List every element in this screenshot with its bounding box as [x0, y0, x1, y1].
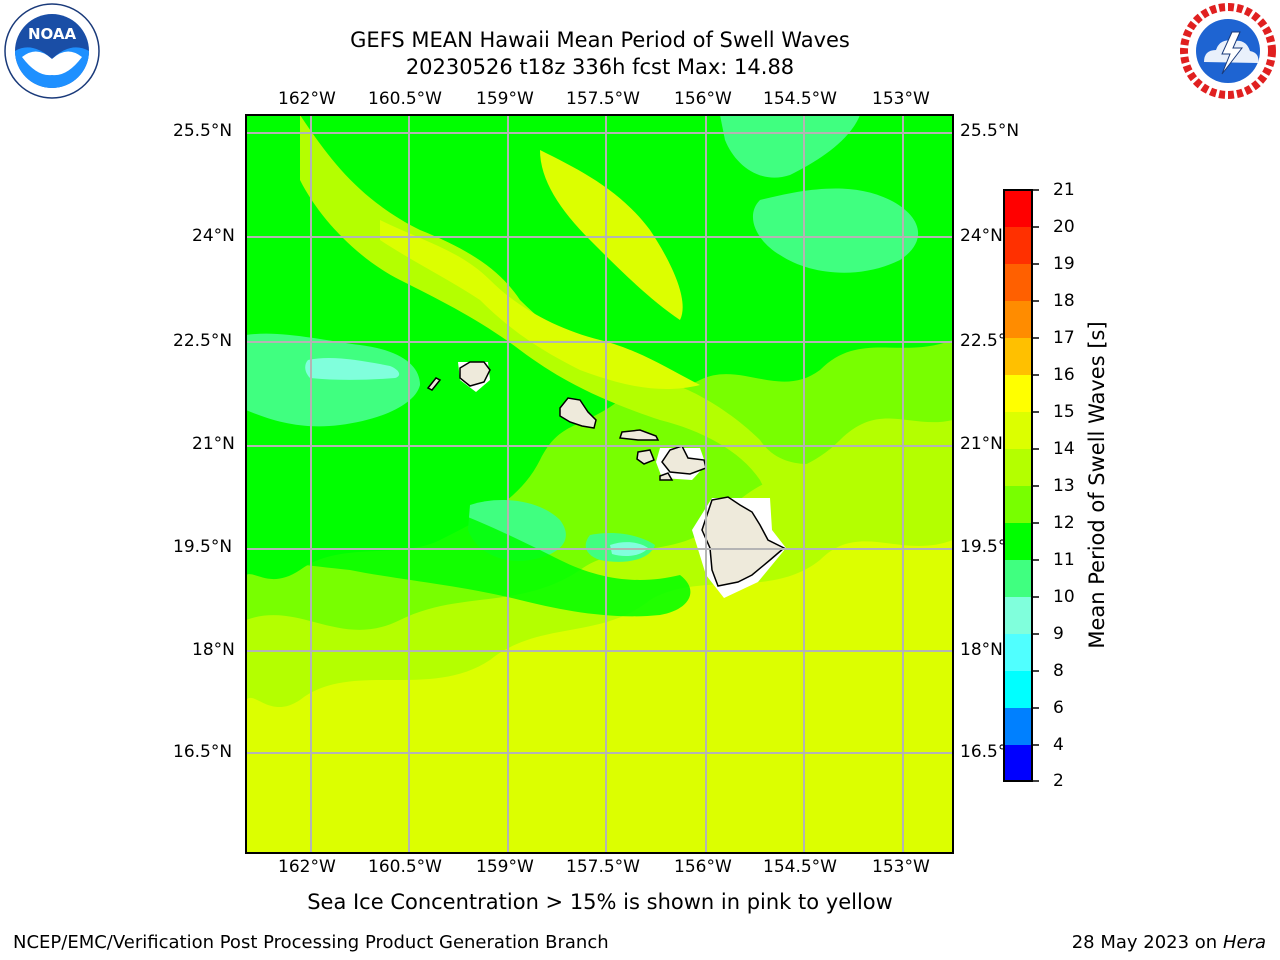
colorbar-tick: 18	[1053, 291, 1075, 311]
island-molokai	[618, 429, 660, 441]
island-niihau	[426, 377, 442, 391]
colorbar-tick: 13	[1053, 476, 1075, 496]
lat-label-left: 24°N	[192, 226, 235, 246]
lon-label-top: 156°W	[674, 89, 732, 109]
island-kauai	[459, 361, 491, 387]
lon-label-bottom: 156°W	[674, 857, 732, 877]
svg-text:NOAA: NOAA	[28, 25, 77, 43]
lat-label-left: 19.5°N	[173, 537, 233, 557]
island-lanai	[636, 449, 655, 465]
lat-label-right: 18°N	[960, 640, 1003, 660]
lon-label-top: 162°W	[278, 89, 336, 109]
lon-label-top: 154.5°W	[763, 89, 837, 109]
lat-label-right: 22.5°N	[960, 331, 1003, 351]
colorbar-tick: 8	[1053, 661, 1064, 681]
lat-label-left: 25.5°N	[173, 121, 233, 141]
colorbar-tick: 19	[1053, 254, 1075, 274]
colorbar-tick: 9	[1053, 624, 1064, 644]
colorbar-tick: 14	[1053, 439, 1075, 459]
footer-host: Hera	[1222, 932, 1266, 953]
colorbar-tick: 17	[1053, 328, 1075, 348]
lat-label-right: 21°N	[960, 434, 1003, 454]
colorbar-tick: 12	[1053, 513, 1075, 533]
footer-branch: NCEP/EMC/Verification Post Processing Pr…	[13, 932, 609, 953]
lon-label-top: 157.5°W	[566, 89, 640, 109]
colorbar-tick: 11	[1053, 550, 1075, 570]
lon-label-bottom: 154.5°W	[763, 857, 837, 877]
lat-label-right: 25.5°N	[960, 121, 1020, 141]
colorbar	[1003, 189, 1039, 782]
footer-date-text: 28 May 2023 on	[1071, 932, 1218, 953]
colorbar-tick: 15	[1053, 402, 1075, 422]
colorbar-tick: 21	[1053, 180, 1075, 200]
lat-label-left: 22.5°N	[173, 331, 233, 351]
lat-label-right: 19.5°N	[960, 537, 1003, 557]
lon-label-top: 159°W	[476, 89, 534, 109]
colorbar-tick: 20	[1053, 217, 1075, 237]
colorbar-tick: 4	[1053, 735, 1064, 755]
lon-label-top: 160.5°W	[368, 89, 442, 109]
island-oahu	[559, 397, 597, 429]
lon-label-bottom: 159°W	[476, 857, 534, 877]
noaa-logo: NOAA	[4, 3, 100, 99]
lat-label-left: 18°N	[192, 640, 235, 660]
map-title: GEFS MEAN Hawaii Mean Period of Swell Wa…	[350, 28, 850, 52]
island-kahoolawe	[659, 472, 674, 481]
colorbar-tick: 2	[1053, 771, 1064, 791]
lat-label-right: 16.5°N	[960, 742, 1003, 762]
lat-label-right: 24°N	[960, 226, 1003, 246]
lon-label-bottom: 157.5°W	[566, 857, 640, 877]
lon-label-bottom: 162°W	[278, 857, 336, 877]
colorbar-tick: 16	[1053, 365, 1075, 385]
lon-label-bottom: 160.5°W	[368, 857, 442, 877]
lat-label-left: 21°N	[192, 434, 235, 454]
lat-label-left: 16.5°N	[173, 742, 233, 762]
island-hawaii	[701, 496, 786, 587]
nws-logo	[1180, 3, 1276, 99]
footer-date: 28 May 2023 on Hera	[1072, 932, 1266, 953]
sea-ice-note: Sea Ice Concentration > 15% is shown in …	[307, 890, 893, 914]
lon-label-bottom: 153°W	[872, 857, 930, 877]
colorbar-tick: 10	[1053, 587, 1075, 607]
map-subtitle-forecast: 20230526 t18z 336h fcst Max: 14.88	[405, 55, 795, 79]
lon-label-top: 153°W	[872, 89, 930, 109]
colorbar-tick: 6	[1053, 698, 1064, 718]
colorbar-title: Mean Period of Swell Waves [s]	[1085, 321, 1109, 649]
